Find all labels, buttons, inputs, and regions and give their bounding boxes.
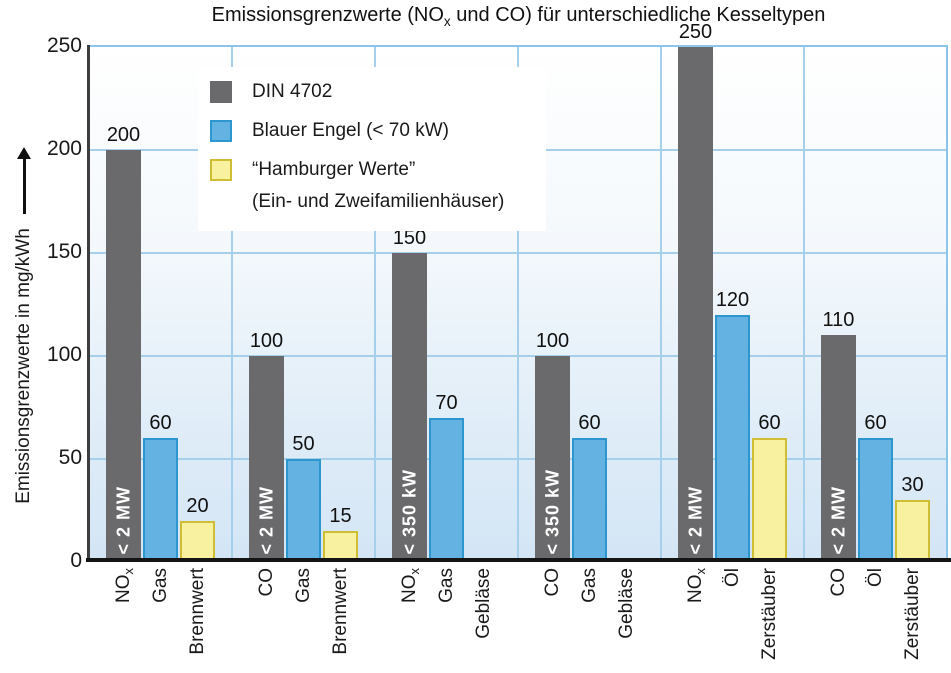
x-tick-label: NOx [684, 568, 708, 603]
bar [286, 459, 321, 562]
legend-label: “Hamburger Werte” (Ein- und Zweifamilien… [252, 159, 504, 213]
y-tick-label: 50 [58, 446, 82, 469]
bar-capacity-label: < 2 MW [256, 486, 276, 555]
gridline-v [803, 47, 805, 562]
x-tick-label: Gebläse [615, 568, 637, 639]
x-tick-label: Öl [721, 568, 743, 587]
x-tick-label: Zerstäuber [758, 568, 780, 660]
bar-value-label: 110 [822, 309, 855, 332]
x-tick-label: CO [541, 568, 563, 597]
bar: < 350 kW [535, 356, 570, 562]
bar: < 2 MW [249, 356, 284, 562]
bar: < 2 MW [106, 150, 141, 562]
bar-value-label: 60 [864, 412, 887, 435]
bar: < 350 kW [392, 253, 427, 562]
legend-label: DIN 4702 [252, 81, 333, 102]
x-tick-label: Gas [435, 568, 457, 603]
bar [895, 500, 930, 562]
bar-value-label: 250 [678, 21, 713, 43]
bar-capacity-label: < 2 MW [685, 486, 705, 555]
bar-capacity-label: < 2 MW [828, 486, 848, 555]
legend-label-line1: “Hamburger Werte” [252, 159, 416, 180]
legend-swatch-2 [210, 159, 232, 181]
x-tick-label: CO [827, 568, 849, 597]
y-tick-label: 0 [70, 549, 82, 572]
legend-label: Blauer Engel (< 70 kW) [252, 120, 449, 141]
chart-title: Emissionsgrenzwerte (NOx und CO) für unt… [211, 4, 826, 29]
x-tick-label: CO [255, 568, 277, 597]
x-tick-label: Zerstäuber [901, 568, 923, 660]
gridline-v [660, 47, 662, 562]
x-tick-label: Gas [149, 568, 171, 603]
gridline-v [517, 47, 519, 562]
plot-area: DIN 4702 Blauer Engel (< 70 kW) “Hamburg… [89, 21, 948, 562]
y-tick-label: 200 [46, 137, 82, 160]
bar-value-label: 150 [392, 227, 427, 249]
legend-item-hamburger-werte: “Hamburger Werte” (Ein- und Zweifamilien… [210, 159, 546, 213]
bar [180, 520, 215, 562]
legend-swatch-1 [210, 120, 232, 142]
legend: DIN 4702 Blauer Engel (< 70 kW) “Hamburg… [198, 67, 546, 231]
bar-value-label: 120 [715, 288, 750, 311]
bar: < 2 MW [821, 335, 856, 562]
bar-capacity-label: < 2 MW [113, 486, 133, 555]
bar [429, 417, 464, 562]
bar [143, 438, 178, 562]
x-tick-label: Brennwert [329, 568, 351, 655]
x-tick-label: Brennwert [186, 568, 208, 655]
x-tick-label: NOx [398, 568, 422, 603]
bar-value-label: 60 [149, 412, 172, 435]
gridline-v [374, 47, 376, 562]
y-tick-label: 100 [46, 343, 82, 366]
x-axis-line [86, 558, 951, 562]
bar-value-label: 20 [186, 494, 209, 517]
legend-item-din4702: DIN 4702 [210, 81, 546, 103]
x-tick-label: Gebläse [472, 568, 494, 639]
bar: < 2 MW [678, 47, 713, 562]
legend-swatch-0 [210, 81, 232, 103]
bar-value-label: 100 [249, 330, 284, 352]
bar-value-label: 60 [758, 412, 781, 435]
legend-item-blauer-engel: Blauer Engel (< 70 kW) [210, 120, 546, 142]
y-tick-label: 150 [46, 240, 82, 263]
bar [715, 314, 750, 562]
bar-value-label: 200 [106, 124, 141, 146]
y-axis-line [87, 45, 90, 562]
x-tick-label: NOx [112, 568, 136, 603]
bar [858, 438, 893, 562]
bar [752, 438, 787, 562]
bar-value-label: 100 [535, 330, 570, 352]
y-axis-title: Emissionsgrenzwerte in mg/kWh [11, 116, 37, 546]
y-tick-label: 250 [46, 34, 82, 57]
legend-label-line2: (Ein- und Zweifamilienhäuser) [252, 191, 505, 212]
bar-value-label: 70 [435, 391, 458, 414]
bar-capacity-label: < 350 kW [399, 469, 419, 555]
bar-value-label: 30 [901, 474, 924, 497]
x-tick-label: Gas [578, 568, 600, 603]
x-tick-label: Öl [864, 568, 886, 587]
bar-value-label: 60 [578, 412, 601, 435]
bar [572, 438, 607, 562]
gridline-v [231, 47, 233, 562]
bar-value-label: 15 [329, 505, 352, 528]
bar-value-label: 50 [292, 433, 315, 455]
up-arrow-icon [22, 158, 26, 215]
x-tick-label: Gas [292, 568, 314, 603]
bar-capacity-label: < 350 kW [542, 469, 562, 555]
